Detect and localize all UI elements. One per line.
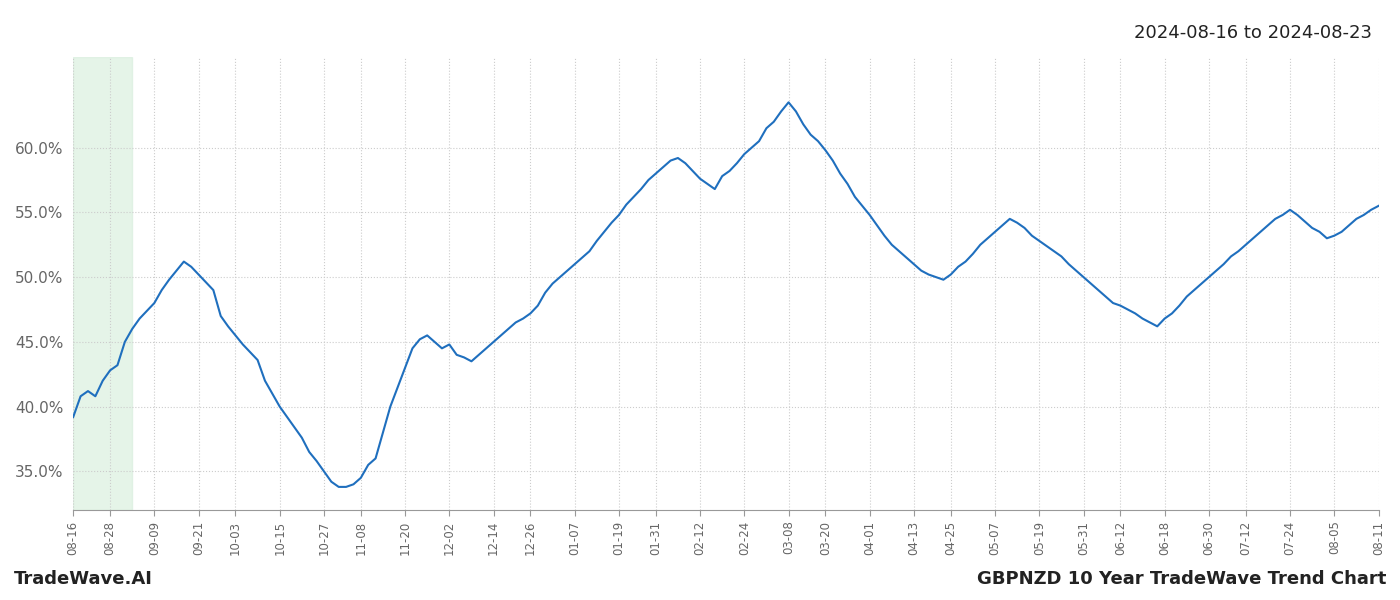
Text: GBPNZD 10 Year TradeWave Trend Chart: GBPNZD 10 Year TradeWave Trend Chart bbox=[977, 570, 1386, 588]
Text: TradeWave.AI: TradeWave.AI bbox=[14, 570, 153, 588]
Text: 2024-08-16 to 2024-08-23: 2024-08-16 to 2024-08-23 bbox=[1134, 24, 1372, 42]
Bar bbox=[73, 57, 132, 510]
